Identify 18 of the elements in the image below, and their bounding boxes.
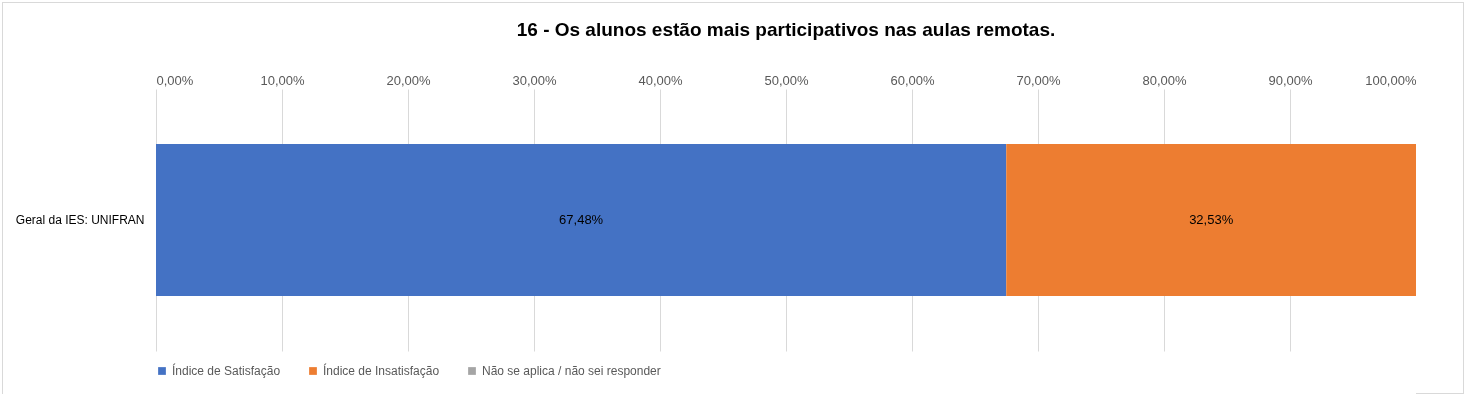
legend-label: Índice de Insatisfação xyxy=(323,363,440,378)
legend-label: Não se aplica / não sei responder xyxy=(482,364,661,378)
x-tick-label: 20,00% xyxy=(386,72,431,88)
chart-title: 16 - Os alunos estão mais participativos nas aulas remotas. xyxy=(516,19,1056,40)
x-tick-label: 90,00% xyxy=(1268,72,1313,88)
x-tick-label: 50,00% xyxy=(764,72,809,88)
x-tick-label: 0,00% xyxy=(156,72,194,88)
legend-label: Índice de Satisfação xyxy=(172,363,281,378)
x-tick-label: 70,00% xyxy=(1016,72,1061,88)
x-tick-label: 10,00% xyxy=(260,72,305,88)
x-tick-label: 60,00% xyxy=(890,72,935,88)
x-tick-label: 100,00% xyxy=(1365,72,1417,88)
y-tick-label: Geral da IES: UNIFRAN xyxy=(15,213,145,227)
x-tick-label: 30,00% xyxy=(512,72,557,88)
data-label: 32,53% xyxy=(1189,212,1234,227)
data-label: 67,48% xyxy=(559,212,604,227)
x-tick-label: 40,00% xyxy=(638,72,683,88)
x-tick-label: 80,00% xyxy=(1142,72,1187,88)
